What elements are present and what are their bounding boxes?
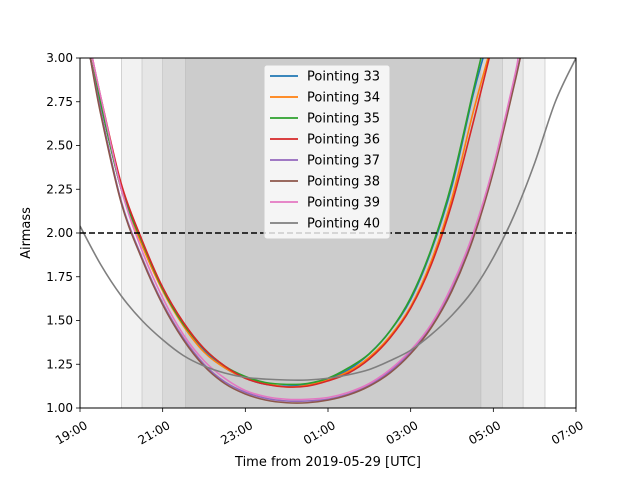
- legend-label: Pointing 33: [307, 70, 380, 85]
- y-axis-ticks: 1.00 1.25 1.50 1.75 2.00 2.25 2.50 2.75 3.00: [46, 51, 80, 415]
- legend-box: [263, 64, 391, 240]
- legend-label: Pointing 34: [307, 91, 380, 106]
- legend-label: Pointing 35: [307, 112, 380, 127]
- x-tick-label: 23:00: [218, 418, 255, 447]
- legend-label: Pointing 37: [307, 154, 380, 169]
- x-tick-label: 03:00: [384, 418, 421, 447]
- legend-label: Pointing 40: [307, 217, 380, 232]
- y-tick-label: 2.25: [46, 182, 73, 196]
- x-tick-label: 01:00: [301, 418, 338, 447]
- y-tick-label: 1.25: [46, 357, 73, 371]
- x-tick-label: 07:00: [549, 418, 586, 447]
- series-line-pointing-40: [80, 58, 576, 381]
- legend-label: Pointing 39: [307, 196, 380, 211]
- y-tick-label: 3.00: [46, 51, 73, 65]
- legend: Pointing 33 Pointing 34 Pointing 35 Pointin…: [263, 64, 391, 240]
- x-tick-label: 05:00: [466, 418, 503, 447]
- series-line-pointing-38: [89, 58, 521, 404]
- y-tick-label: 2.00: [46, 226, 73, 240]
- y-tick-label: 2.75: [46, 95, 73, 109]
- series-line-pointing-39: [91, 58, 519, 401]
- x-axis-label: Time from 2019-05-29 [UTC]: [234, 455, 421, 470]
- y-axis-label: Airmass: [19, 207, 34, 259]
- x-axis-ticks: 19:00 21:00 23:00 01:00 03:00 05:00 07:00: [53, 408, 586, 448]
- y-tick-label: 2.50: [46, 139, 73, 153]
- legend-label: Pointing 36: [307, 133, 380, 148]
- series-lines: [80, 58, 576, 404]
- legend-label: Pointing 38: [307, 175, 380, 190]
- series-line-pointing-36: [91, 58, 490, 388]
- y-tick-label: 1.50: [46, 314, 73, 328]
- x-tick-label: 21:00: [136, 418, 173, 447]
- y-tick-label: 1.75: [46, 270, 73, 284]
- x-tick-label: 19:00: [53, 418, 90, 447]
- y-tick-label: 1.00: [46, 401, 73, 415]
